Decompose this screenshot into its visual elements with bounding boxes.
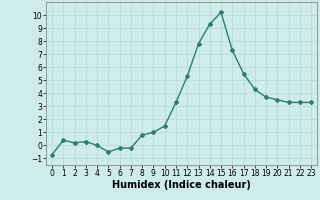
X-axis label: Humidex (Indice chaleur): Humidex (Indice chaleur) — [112, 180, 251, 190]
